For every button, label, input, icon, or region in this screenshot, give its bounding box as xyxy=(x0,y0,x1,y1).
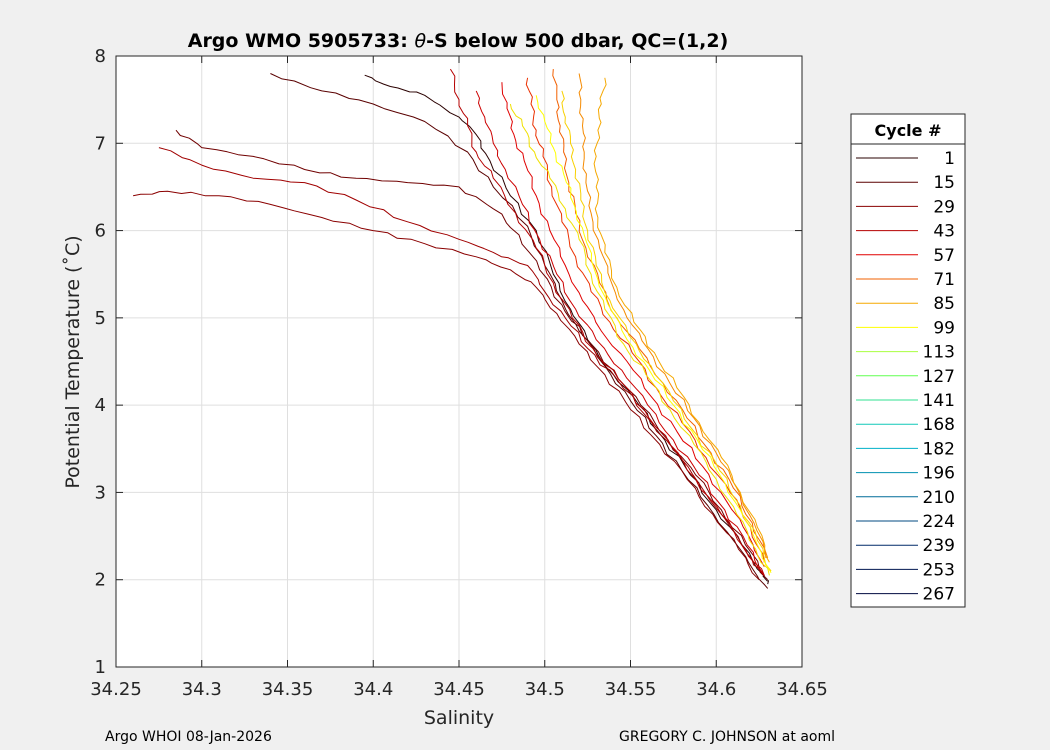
legend-label: 71 xyxy=(933,270,955,290)
series-line xyxy=(449,68,765,576)
x-axis-label: Salinity xyxy=(424,707,494,729)
series-line xyxy=(501,82,765,567)
legend-label: 267 xyxy=(923,585,955,605)
y-tick-label: 3 xyxy=(95,482,106,503)
legend-label: 99 xyxy=(933,318,955,338)
y-axis-label: Potential Temperature (˚C) xyxy=(62,235,84,488)
legend-label: 57 xyxy=(933,246,955,266)
legend-label: 85 xyxy=(933,294,955,314)
series-line xyxy=(552,69,767,558)
chart-title: Argo WMO 5905733: θ-S below 500 dbar, QC… xyxy=(188,30,729,52)
legend-label: 43 xyxy=(933,222,955,242)
legend-label: 29 xyxy=(933,197,955,217)
x-tick-label: 34.35 xyxy=(262,679,314,700)
legend-box xyxy=(850,113,966,608)
legend-label: 210 xyxy=(923,488,955,508)
x-tick-label: 34.6 xyxy=(696,679,736,700)
chart-title-theta: θ xyxy=(414,30,426,52)
series-line xyxy=(578,73,769,559)
series-line xyxy=(535,95,772,573)
series-line xyxy=(133,190,760,581)
legend-title: Cycle # xyxy=(875,121,942,140)
y-tick-label: 8 xyxy=(95,46,106,67)
legend-label: 113 xyxy=(923,343,955,363)
chart-title-suffix: -S below 500 dbar, QC=(1,2) xyxy=(426,30,728,52)
y-tick-label: 1 xyxy=(95,657,106,678)
chart-title-prefix: Argo WMO 5905733: xyxy=(188,30,415,52)
series-line xyxy=(509,103,770,576)
legend-label: 127 xyxy=(923,367,955,387)
series-line xyxy=(525,77,765,563)
footer-right: GREGORY C. JOHNSON at aoml xyxy=(619,729,835,745)
y-tick-labels: 1 2 3 4 5 6 7 8 xyxy=(95,46,106,678)
x-tick-label: 34.55 xyxy=(605,679,657,700)
y-tick-label: 6 xyxy=(95,221,106,242)
footer-left: Argo WHOI 08-Jan-2026 xyxy=(105,729,272,745)
legend-label: 168 xyxy=(923,415,955,435)
series-line xyxy=(270,73,769,589)
x-tick-label: 34.4 xyxy=(353,679,393,700)
series-group xyxy=(133,68,772,589)
legend-label: 1 xyxy=(944,149,955,169)
legend-label: 196 xyxy=(923,464,955,484)
x-tick-label: 34.45 xyxy=(433,679,485,700)
y-tick-label: 4 xyxy=(95,395,106,416)
legend-entries: 1 15 29 43 57 71 85 99 113 127 141 168 182 196 210 224 2… xyxy=(856,149,955,605)
x-tick-label: 34.65 xyxy=(776,679,828,700)
x-tick-label: 34.3 xyxy=(182,679,222,700)
ticks xyxy=(115,55,803,668)
legend-label: 239 xyxy=(923,536,955,556)
legend-label: 141 xyxy=(923,391,955,411)
legend-label: 182 xyxy=(923,439,955,459)
y-tick-label: 7 xyxy=(95,133,106,154)
y-tick-label: 5 xyxy=(95,308,106,329)
y-tick-label: 2 xyxy=(95,570,106,591)
series-line xyxy=(475,90,765,576)
series-line xyxy=(593,77,770,563)
legend-label: 224 xyxy=(923,512,955,532)
series-line xyxy=(175,129,769,581)
x-tick-label: 34.25 xyxy=(90,679,142,700)
legend-label: 253 xyxy=(923,560,955,580)
series-line xyxy=(561,90,772,572)
legend: Cycle # 1 15 29 43 57 71 85 99 113 127 141 168 182 19… xyxy=(850,113,966,608)
legend-label: 15 xyxy=(933,173,955,193)
x-tick-labels: 34.25 34.3 34.35 34.4 34.45 34.5 34.55 34.6 34.6… xyxy=(90,679,828,700)
x-tick-label: 34.5 xyxy=(525,679,565,700)
series-line xyxy=(158,147,765,576)
series-line xyxy=(364,74,769,585)
